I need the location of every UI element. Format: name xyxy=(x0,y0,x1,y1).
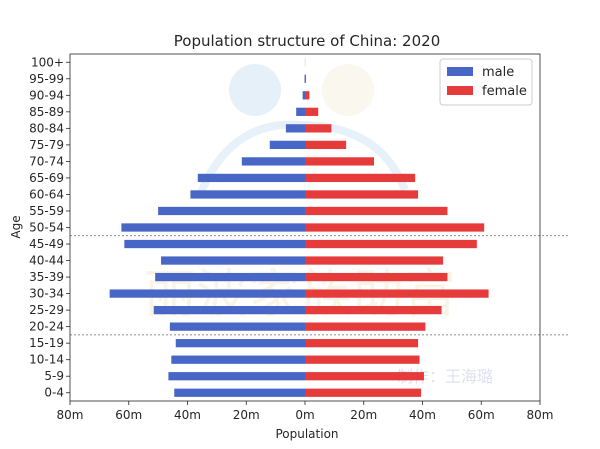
bar-male-10-14 xyxy=(171,355,305,364)
watermark-text-bottom: 制作：王海璐 xyxy=(397,367,493,386)
x-tick-label-5: 20m xyxy=(350,408,377,422)
y-tick-label-70-74: 70-74 xyxy=(29,154,64,168)
y-tick-label-55-59: 55-59 xyxy=(29,204,64,218)
y-tick-label-20-24: 20-24 xyxy=(29,320,64,334)
bar-female-30-34 xyxy=(305,289,489,298)
x-tick-label-0: 80m xyxy=(57,408,84,422)
y-tick-label-5-9: 5-9 xyxy=(44,369,64,383)
bar-female-25-29 xyxy=(305,305,442,315)
x-tick-label-3: 20m xyxy=(233,408,260,422)
y-tick-label-65-69: 65-69 xyxy=(29,171,64,185)
bar-male-60-64 xyxy=(190,190,305,199)
bar-male-70-74 xyxy=(241,157,305,166)
bar-male-20-24 xyxy=(169,322,305,331)
watermark-blob-right xyxy=(322,64,374,116)
y-tick-label-90-94: 90-94 xyxy=(29,88,64,102)
bar-male-15-19 xyxy=(175,339,305,348)
bar-female-10-14 xyxy=(305,355,420,364)
bar-female-55-59 xyxy=(305,206,448,216)
y-tick-label-30-34: 30-34 xyxy=(29,287,64,301)
bar-female-50-54 xyxy=(305,223,485,232)
bar-female-75-79 xyxy=(305,140,347,150)
bar-male-85-89 xyxy=(296,107,305,116)
x-tick-label-4: 0m xyxy=(295,408,314,422)
bar-female-85-89 xyxy=(305,107,319,116)
y-tick-label-40-44: 40-44 xyxy=(29,254,64,268)
y-tick-label-60-64: 60-64 xyxy=(29,187,64,201)
bar-female-80-84 xyxy=(305,124,332,133)
y-tick-label-95-99: 95-99 xyxy=(29,72,64,86)
bar-male-45-49 xyxy=(124,239,305,249)
y-tick-label-25-29: 25-29 xyxy=(29,303,64,317)
bar-male-75-79 xyxy=(269,140,305,150)
x-tick-label-6: 40m xyxy=(409,408,436,422)
bar-male-25-29 xyxy=(153,305,305,315)
x-tick-label-7: 60m xyxy=(468,408,495,422)
plot-area: 0-4 5-9 10-14 15-19 20-24 25-29 30-34 35-39 40-4… xyxy=(29,53,568,422)
legend: male female xyxy=(439,58,533,106)
y-tick-label-75-79: 75-79 xyxy=(29,138,64,152)
bar-male-65-69 xyxy=(197,173,305,183)
bar-female-45-49 xyxy=(305,239,477,249)
x-tick-label-8: 80m xyxy=(527,408,554,422)
y-tick-label-0-4: 0-4 xyxy=(44,386,64,400)
bar-female-95-99 xyxy=(305,74,307,83)
bar-female-0-4 xyxy=(305,388,422,397)
y-tick-label-50-54: 50-54 xyxy=(29,221,64,235)
bar-female-60-64 xyxy=(305,190,419,199)
bar-male-80-84 xyxy=(285,124,305,133)
bar-female-5-9 xyxy=(305,372,424,381)
bar-male-40-44 xyxy=(161,256,305,265)
y-tick-label-35-39: 35-39 xyxy=(29,270,64,284)
bar-female-90-94 xyxy=(305,91,310,100)
bar-male-35-39 xyxy=(155,272,305,282)
chart-title: Population structure of China: 2020 xyxy=(174,32,440,50)
bar-male-50-54 xyxy=(121,223,305,232)
bar-male-55-59 xyxy=(158,206,305,216)
y-tick-label-45-49: 45-49 xyxy=(29,237,64,251)
x-tick-label-2: 40m xyxy=(174,408,201,422)
y-tick-label-10-14: 10-14 xyxy=(29,353,64,367)
bar-female-20-24 xyxy=(305,322,426,331)
y-tick-label-80-84: 80-84 xyxy=(29,121,64,135)
x-axis-label: Population xyxy=(275,427,338,441)
bar-female-70-74 xyxy=(305,157,375,166)
y-tick-label-100+: 100+ xyxy=(31,55,64,69)
legend-label-male: male xyxy=(482,65,514,80)
y-tick-label-15-19: 15-19 xyxy=(29,336,64,350)
bar-female-15-19 xyxy=(305,339,419,348)
bar-female-35-39 xyxy=(305,272,448,282)
bar-male-5-9 xyxy=(168,372,305,381)
watermark-blob-left xyxy=(229,64,281,116)
y-tick-label-85-89: 85-89 xyxy=(29,105,64,119)
legend-swatch-male xyxy=(447,67,473,76)
bar-male-30-34 xyxy=(109,289,305,298)
legend-label-female: female xyxy=(482,84,527,99)
bar-female-40-44 xyxy=(305,256,444,265)
legend-swatch-female xyxy=(447,86,473,95)
bar-female-65-69 xyxy=(305,173,416,183)
y-axis-label: Age xyxy=(9,215,23,238)
x-tick-label-1: 60m xyxy=(115,408,142,422)
bar-male-0-4 xyxy=(174,388,305,397)
bar-male-90-94 xyxy=(302,91,305,100)
